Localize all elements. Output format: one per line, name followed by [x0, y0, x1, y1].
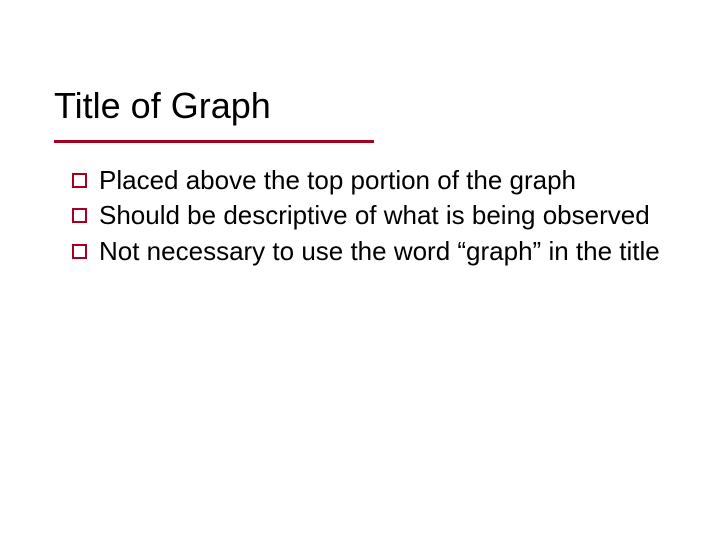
slide-title: Title of Graph: [54, 86, 666, 126]
title-block: Title of Graph: [54, 86, 666, 126]
body-block: Placed above the top portion of the grap…: [72, 164, 662, 270]
bullet-text: Placed above the top portion of the grap…: [99, 164, 662, 197]
list-item: Not necessary to use the word “graph” in…: [72, 235, 662, 268]
list-item: Placed above the top portion of the grap…: [72, 164, 662, 197]
list-item: Should be descriptive of what is being o…: [72, 199, 662, 232]
square-bullet-icon: [72, 208, 87, 223]
square-bullet-icon: [72, 244, 87, 259]
bullet-text: Should be descriptive of what is being o…: [99, 199, 662, 232]
square-bullet-icon: [72, 173, 87, 188]
bullet-text: Not necessary to use the word “graph” in…: [99, 235, 662, 268]
slide: Title of Graph Placed above the top port…: [0, 0, 720, 540]
title-underline: [54, 140, 374, 143]
